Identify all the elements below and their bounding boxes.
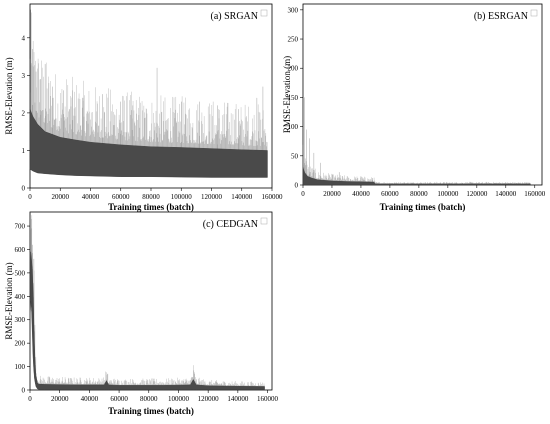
x-tick-label: 40000 [82, 193, 100, 201]
y-tick-label: 300 [288, 6, 299, 14]
x-axis-label: Training times (batch) [108, 202, 194, 212]
x-tick-label: 140000 [495, 190, 517, 198]
y-tick-label: 200 [288, 65, 299, 73]
y-tick-label: 1 [22, 147, 26, 155]
x-tick-label: 160000 [524, 190, 546, 198]
plot-frame [302, 3, 543, 186]
y-tick-label: 0 [295, 182, 299, 190]
y-axis-label: RMSE-Elevation (m) [4, 57, 14, 134]
y-tick-label: 700 [15, 223, 26, 231]
panel-srgan: 0 20000 40000 60000 80000 100000 120000 140000 1… [4, 3, 284, 212]
y-tick-label: 4 [22, 34, 26, 42]
x-tick-label: 80000 [410, 190, 428, 198]
x-tick-label: 100000 [171, 193, 193, 201]
x-tick-label: 100000 [437, 190, 459, 198]
x-tick-label: 0 [28, 395, 32, 403]
y-tick-label: 100 [15, 363, 26, 371]
x-tick-label: 140000 [227, 395, 249, 403]
y-tick-label: 300 [15, 316, 26, 324]
x-tick-label: 60000 [112, 193, 130, 201]
noise-spikes [302, 144, 531, 185]
x-tick-label: 140000 [231, 193, 253, 201]
x-tick-label: 160000 [257, 395, 279, 403]
x-tick-label: 20000 [323, 190, 341, 198]
legend-box [260, 9, 268, 17]
x-tick-label: 120000 [198, 395, 220, 403]
data-band [29, 251, 265, 390]
y-tick-label: 2 [22, 109, 26, 117]
y-tick-label: 600 [15, 246, 26, 254]
x-tick-label: 100000 [168, 395, 190, 403]
x-tick-label: 60000 [381, 190, 399, 198]
panel-title: (b) ESRGAN [474, 11, 528, 22]
x-tick-label: 60000 [110, 395, 128, 403]
legend-box [260, 217, 268, 225]
y-tick-label: 400 [15, 293, 26, 301]
x-tick-label: 0 [28, 193, 32, 201]
x-tick-label: 120000 [201, 193, 223, 201]
noise-spikes [29, 212, 265, 390]
panel-title: (c) CEDGAN [203, 219, 258, 230]
panel-cedgan: 0 20000 40000 60000 80000 100000 120000 140000 1… [4, 211, 279, 416]
x-tick-label: 40000 [81, 395, 99, 403]
y-tick-label: 250 [288, 36, 299, 44]
plot-frame [29, 211, 273, 391]
panel-esrgan: 0 20000 40000 60000 80000 100000 120000 140000 1… [282, 3, 546, 212]
y-tick-label: 100 [288, 123, 299, 131]
panel-title: (a) SRGAN [211, 11, 259, 22]
y-tick-label: 500 [15, 269, 26, 277]
legend-box [530, 9, 538, 17]
y-tick-label: 3 [22, 72, 26, 80]
x-tick-label: 0 [301, 190, 305, 198]
x-tick-label: 20000 [51, 395, 69, 403]
x-tick-label: 80000 [140, 395, 158, 403]
y-tick-label: 150 [288, 94, 299, 102]
data-band [29, 109, 268, 178]
x-tick-label: 160000 [262, 193, 284, 201]
y-tick-label: 200 [15, 340, 26, 348]
x-tick-label: 80000 [142, 193, 160, 201]
x-tick-label: 20000 [52, 193, 70, 201]
y-tick-label: 0 [22, 185, 26, 193]
x-axis-label: Training times (batch) [108, 406, 194, 416]
x-tick-label: 120000 [466, 190, 488, 198]
data-band [302, 167, 531, 186]
y-axis-label: RMSE-Elevation (m) [4, 262, 14, 339]
y-tick-label: 50 [291, 152, 299, 160]
x-tick-label: 40000 [352, 190, 370, 198]
x-axis-label: Training times (batch) [380, 202, 466, 212]
y-tick-label: 0 [22, 387, 26, 395]
y-axis-label: RMSE-Elevation (m) [282, 56, 292, 133]
